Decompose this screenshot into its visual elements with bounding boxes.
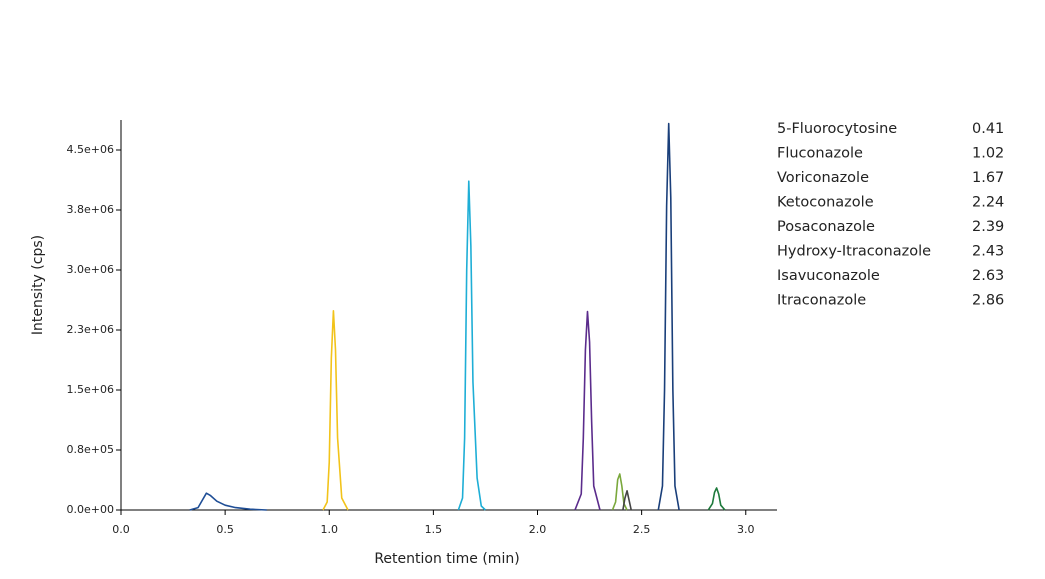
legend-retention-time: 2.63: [972, 268, 1004, 284]
legend-retention-time: 2.43: [972, 244, 1004, 260]
legend-label: Itraconazole: [777, 293, 866, 309]
legend-label: Ketoconazole: [777, 195, 874, 211]
y-tick-label: 0.0e+00: [67, 503, 114, 516]
x-tick-label: 2.5: [633, 523, 651, 536]
peak-trace: [574, 310, 601, 511]
legend-label: Fluconazole: [777, 146, 863, 162]
legend-retention-time: 1.02: [972, 146, 1004, 162]
peak-trace: [611, 473, 628, 511]
peak-trace: [657, 122, 680, 511]
peak-trace: [622, 490, 633, 511]
x-tick-label: 1.0: [321, 523, 339, 536]
legend-label: Voriconazole: [777, 170, 869, 186]
x-tick-label: 3.0: [737, 523, 755, 536]
x-tick-label: 1.5: [425, 523, 443, 536]
y-tick-label: 3.8e+06: [67, 203, 114, 216]
y-tick-label: 2.3e+06: [67, 323, 114, 336]
x-tick-label: 2.0: [529, 523, 547, 536]
legend-retention-time: 0.41: [972, 121, 1004, 137]
y-tick-label: 4.5e+06: [67, 143, 114, 156]
y-tick-label: 0.8e+05: [67, 443, 114, 456]
legend-retention-time: 2.86: [972, 293, 1004, 309]
peak-trace: [189, 492, 267, 511]
legend-label: Hydroxy-Itraconazole: [777, 244, 931, 260]
legend-retention-time: 2.24: [972, 195, 1004, 211]
legend-label: Isavuconazole: [777, 268, 880, 284]
peak-trace: [322, 310, 349, 511]
x-tick-label: 0.0: [112, 523, 130, 536]
legend-label: Posaconazole: [777, 219, 875, 235]
legend-retention-time: 1.67: [972, 170, 1004, 186]
x-axis-title: Retention time (min): [374, 551, 519, 567]
peak-trace: [457, 180, 486, 511]
y-axis-title: Intensity (cps): [30, 235, 46, 335]
y-tick-label: 3.0e+06: [67, 263, 114, 276]
y-tick-label: 1.5e+06: [67, 383, 114, 396]
legend-retention-time: 2.39: [972, 219, 1004, 235]
peak-trace: [707, 487, 726, 511]
legend-label: 5-Fluorocytosine: [777, 121, 897, 137]
x-tick-label: 0.5: [216, 523, 234, 536]
